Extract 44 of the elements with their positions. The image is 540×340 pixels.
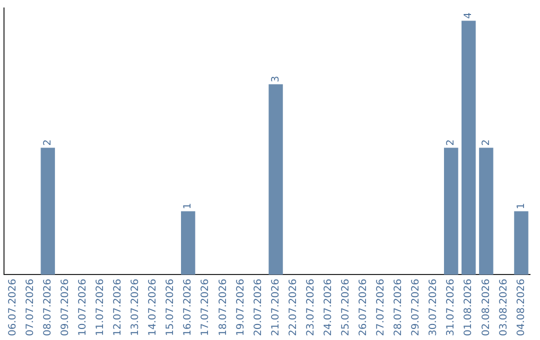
x-tick-label: 02.08.2026 — [480, 278, 492, 336]
x-tick-label: 06.07.2026 — [7, 278, 18, 336]
x-tick-label: 09.07.2026 — [60, 278, 71, 336]
x-tick-label: 25.07.2026 — [340, 278, 352, 336]
x-tick-label: 15.07.2026 — [165, 278, 176, 336]
bar — [514, 211, 528, 275]
x-tick-label: 08.07.2026 — [42, 278, 54, 336]
data-label: 1 — [516, 202, 527, 210]
x-tick-label: 04.08.2026 — [516, 278, 527, 336]
x-tick-label: 16.07.2026 — [182, 278, 194, 336]
bar — [40, 148, 55, 275]
x-tick-label: 27.07.2026 — [376, 278, 387, 336]
x-tick-label: 03.08.2026 — [498, 278, 510, 336]
x-tick-label: 31.07.2026 — [446, 278, 457, 336]
bar — [181, 211, 196, 275]
x-tick-label: 29.07.2026 — [410, 278, 422, 336]
x-tick-label: 30.07.2026 — [428, 278, 440, 336]
x-tick-label: 13.07.2026 — [130, 278, 142, 336]
x-tick-label: 23.07.2026 — [305, 278, 316, 336]
bar — [268, 84, 283, 275]
x-tick-label: 28.07.2026 — [393, 278, 404, 336]
x-tick-label: 20.07.2026 — [252, 278, 264, 336]
x-tick-label: 26.07.2026 — [358, 278, 370, 336]
x-tick-label: 17.07.2026 — [200, 278, 212, 336]
x-tick-label: 19.07.2026 — [235, 278, 246, 336]
x-tick-label: 07.07.2026 — [24, 278, 36, 336]
bar — [479, 148, 494, 275]
x-tick-label: 10.07.2026 — [77, 278, 88, 336]
x-tick-label: 22.07.2026 — [288, 278, 299, 336]
bar — [444, 148, 458, 275]
data-label: 2 — [42, 139, 54, 146]
x-tick-label: 24.07.2026 — [322, 278, 334, 336]
data-label: 2 — [446, 139, 457, 146]
data-label: 3 — [270, 76, 282, 82]
data-label: 2 — [480, 139, 492, 146]
x-tick-label: 18.07.2026 — [218, 278, 229, 336]
x-tick-label: 01.08.2026 — [463, 278, 474, 336]
data-label: 4 — [463, 12, 474, 19]
data-label: 1 — [182, 202, 194, 210]
bar — [462, 20, 476, 275]
x-tick-label: 14.07.2026 — [148, 278, 159, 336]
x-tick-label: 12.07.2026 — [112, 278, 124, 336]
x-tick-label: 21.07.2026 — [270, 278, 282, 336]
x-tick-label: 11.07.2026 — [95, 278, 106, 336]
